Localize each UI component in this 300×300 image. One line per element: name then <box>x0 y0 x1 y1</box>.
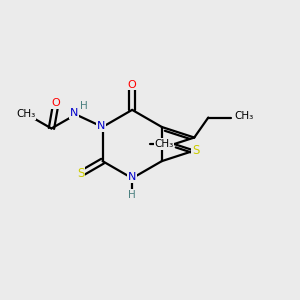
Text: N: N <box>97 121 105 131</box>
Text: H: H <box>80 101 88 111</box>
Text: CH₃: CH₃ <box>16 110 35 119</box>
Text: CH₃: CH₃ <box>154 139 173 149</box>
Text: S: S <box>77 167 84 180</box>
Text: H: H <box>128 190 136 200</box>
Text: N: N <box>128 172 136 182</box>
Text: O: O <box>52 98 60 108</box>
Text: O: O <box>128 80 136 90</box>
Text: S: S <box>192 144 200 157</box>
Text: N: N <box>70 108 79 118</box>
Text: CH₃: CH₃ <box>234 111 254 121</box>
